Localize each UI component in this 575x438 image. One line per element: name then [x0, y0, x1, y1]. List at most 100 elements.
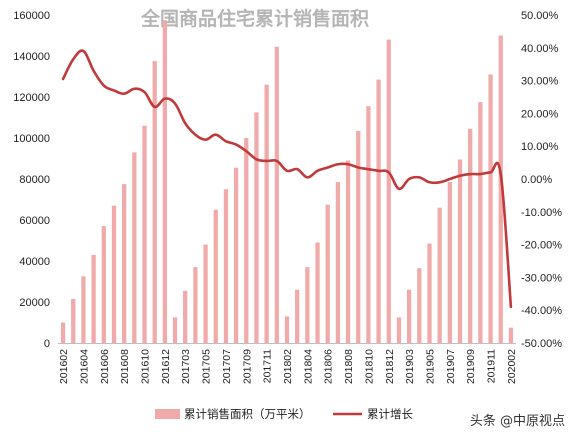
x-tick-label: 201905 [424, 349, 436, 384]
x-tick-label: 201604 [78, 349, 90, 384]
chart-title: 全国商品住宅累计销售面积 [140, 7, 369, 30]
bar [183, 290, 188, 343]
x-tick-label: 201909 [465, 349, 477, 384]
bar [81, 276, 86, 344]
bar [417, 268, 422, 343]
x-tick-label: 201808 [343, 349, 355, 384]
bar [376, 79, 381, 343]
bar [152, 61, 157, 344]
y-left-tick-label: 80000 [19, 174, 50, 186]
legend-swatch-bars [155, 409, 180, 419]
bar [101, 226, 106, 343]
bar [233, 167, 239, 343]
bar [345, 160, 351, 343]
x-tick-label: 202002 [506, 349, 518, 384]
y-right-tick-label: -20.00% [521, 240, 562, 252]
y-right-tick-label: 10.00% [521, 141, 559, 153]
bar [305, 267, 310, 343]
legend-label-line: 累计增长 [367, 407, 413, 421]
y-left-tick-label: 20000 [19, 297, 50, 309]
bar [111, 205, 117, 343]
x-tick-label: 201610 [140, 349, 152, 384]
x-tick-label: 201709 [241, 349, 253, 384]
y-right-tick-label: 40.00% [521, 43, 559, 55]
x-tick-label: 201802 [282, 349, 294, 384]
y-left-tick-label: 0 [44, 338, 50, 350]
x-tick-label: 201911 [486, 349, 498, 383]
bar [264, 84, 269, 343]
x-tick-label: 201602 [58, 349, 70, 384]
bar [142, 125, 147, 343]
bar [488, 74, 493, 343]
y-right-tick-label: 0.00% [521, 174, 552, 186]
x-tick-label: 201806 [323, 349, 335, 384]
bar [162, 20, 167, 344]
x-tick-label: 201707 [221, 349, 233, 384]
y-left-tick-label: 100000 [13, 133, 50, 145]
bar [498, 35, 503, 343]
y-left-tick-label: 160000 [13, 10, 50, 22]
x-tick-label: 201810 [363, 349, 375, 384]
bar [132, 152, 137, 343]
x-tick-label: 201903 [404, 349, 416, 384]
x-axis: 201602 201604 201606 201608 201610 201612 2017… [58, 343, 518, 384]
x-tick-label: 201608 [119, 349, 131, 384]
bar [71, 298, 76, 343]
x-tick-label: 201907 [445, 349, 457, 384]
y-axis-left: 0 20000 40000 60000 80000 100000 120000 140000 1… [13, 10, 50, 350]
bar [295, 289, 300, 343]
x-tick-label: 201703 [180, 349, 192, 384]
bar [60, 322, 66, 343]
bar [91, 254, 96, 343]
bar [335, 182, 341, 343]
bar [122, 184, 127, 344]
y-left-tick-label: 140000 [13, 51, 50, 63]
bar [447, 182, 452, 343]
y-axis-right: -50.00% -40.00% -30.00% -20.00% -10.00% 0.00%… [521, 10, 562, 350]
y-right-tick-label: 30.00% [521, 76, 559, 88]
bar [254, 112, 259, 344]
bar [457, 159, 463, 343]
legend-label-bars: 累计销售面积（万平米） [184, 407, 311, 421]
legend: 累计销售面积（万平米） 累计增长 [155, 407, 413, 421]
line-series [61, 49, 513, 309]
x-tick-label: 201612 [160, 349, 172, 384]
bar [244, 138, 249, 343]
bar [468, 128, 473, 343]
bar [478, 102, 483, 344]
bar-series [60, 20, 514, 344]
y-right-tick-label: 20.00% [521, 108, 559, 120]
bar [356, 130, 361, 343]
y-right-tick-label: -10.00% [521, 207, 562, 219]
bar [223, 189, 229, 343]
growth-line [61, 49, 513, 309]
y-left-tick-label: 40000 [19, 256, 50, 268]
bar [508, 327, 514, 344]
bar [427, 243, 432, 343]
bar [203, 244, 208, 343]
x-tick-label: 201812 [384, 349, 396, 384]
bar [213, 209, 218, 343]
watermark: 头条 @中原视点 [470, 413, 565, 429]
bar [396, 317, 402, 344]
bar [437, 207, 442, 343]
bar [172, 317, 178, 344]
bar [274, 46, 279, 343]
bar [284, 316, 290, 343]
bar [315, 242, 320, 343]
y-right-tick-label: -50.00% [521, 338, 562, 350]
bar [407, 289, 412, 343]
x-tick-label: 201606 [99, 349, 111, 384]
bar [366, 106, 371, 343]
bar [325, 204, 330, 344]
x-tick-label: 201804 [302, 349, 314, 384]
y-right-tick-label: 50.00% [521, 10, 559, 22]
y-right-tick-label: -30.00% [521, 272, 562, 284]
bar [193, 267, 198, 343]
y-right-tick-label: -40.00% [521, 305, 562, 317]
x-tick-label: 201705 [201, 349, 213, 384]
bar [386, 39, 391, 343]
x-tick-label: 201711 [262, 349, 274, 383]
y-left-tick-label: 60000 [19, 215, 50, 227]
